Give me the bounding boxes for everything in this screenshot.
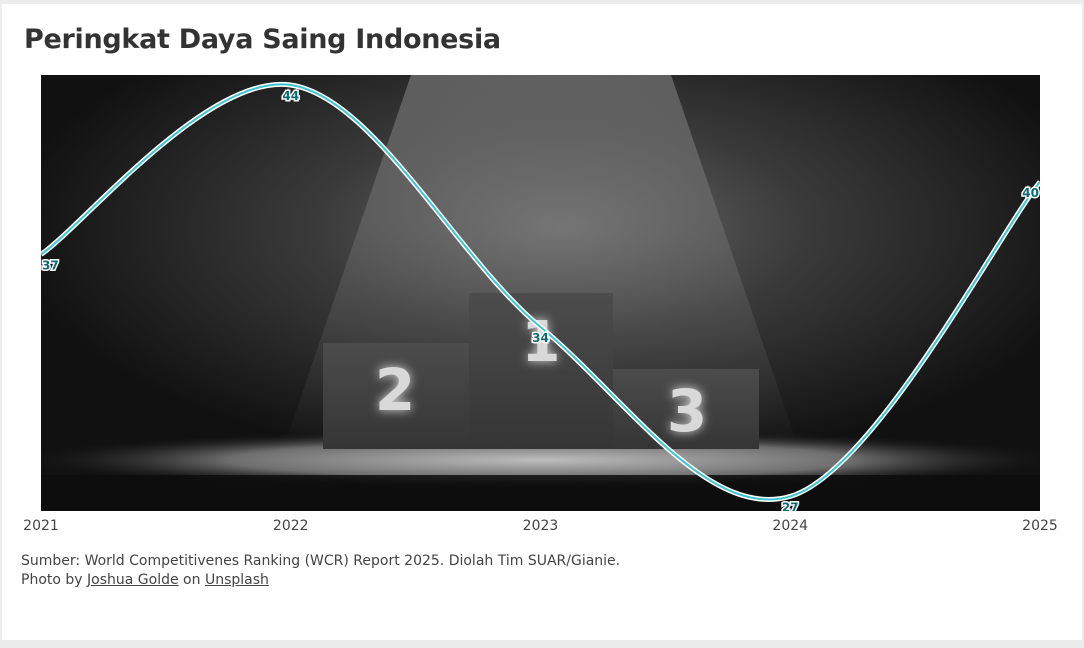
podium-number-first: 1 (522, 310, 561, 375)
podium-block-second (323, 343, 473, 449)
x-tick-label: 2021 (23, 518, 59, 534)
podium-background-photo: 1 2 3 (41, 75, 1040, 511)
data-label: 34 (532, 331, 549, 345)
x-tick-label: 2022 (272, 518, 309, 534)
data-label: 37 (42, 258, 59, 272)
chart-title: Peringkat Daya Saing Indonesia (24, 24, 501, 55)
data-label: 27 (782, 500, 799, 511)
source-note: Sumber: World Competitivenes Ranking (WC… (21, 553, 621, 569)
unsplash-link[interactable]: Unsplash (204, 572, 269, 588)
photo-credit-prefix: Photo by (21, 572, 83, 588)
photographer-link[interactable]: Joshua Golde (87, 572, 179, 588)
podium-number-third: 3 (667, 377, 707, 445)
x-tick-label: 2025 (1022, 518, 1058, 534)
chart-footer: Sumber: World Competitivenes Ranking (WC… (21, 552, 620, 590)
data-label: 44 (282, 89, 299, 103)
podium-block-third (613, 369, 759, 449)
line-chart: 37 44 34 27 40 (41, 81, 1040, 511)
plot-area: 1 2 3 37 44 34 27 40 (41, 75, 1040, 511)
data-label: 40 (1022, 186, 1039, 200)
series-line (41, 83, 1040, 501)
x-tick-label: 2023 (522, 518, 559, 534)
podium-number-second: 2 (375, 356, 415, 424)
x-tick-label: 2024 (772, 518, 809, 534)
series-line-outline (41, 81, 1040, 502)
photo-credit-mid: on (183, 572, 201, 588)
photo-credit: Photo by Joshua Golde on Unsplash (21, 571, 620, 590)
x-axis-ticks: 2021 2022 2023 2024 2025 (0, 518, 1084, 538)
